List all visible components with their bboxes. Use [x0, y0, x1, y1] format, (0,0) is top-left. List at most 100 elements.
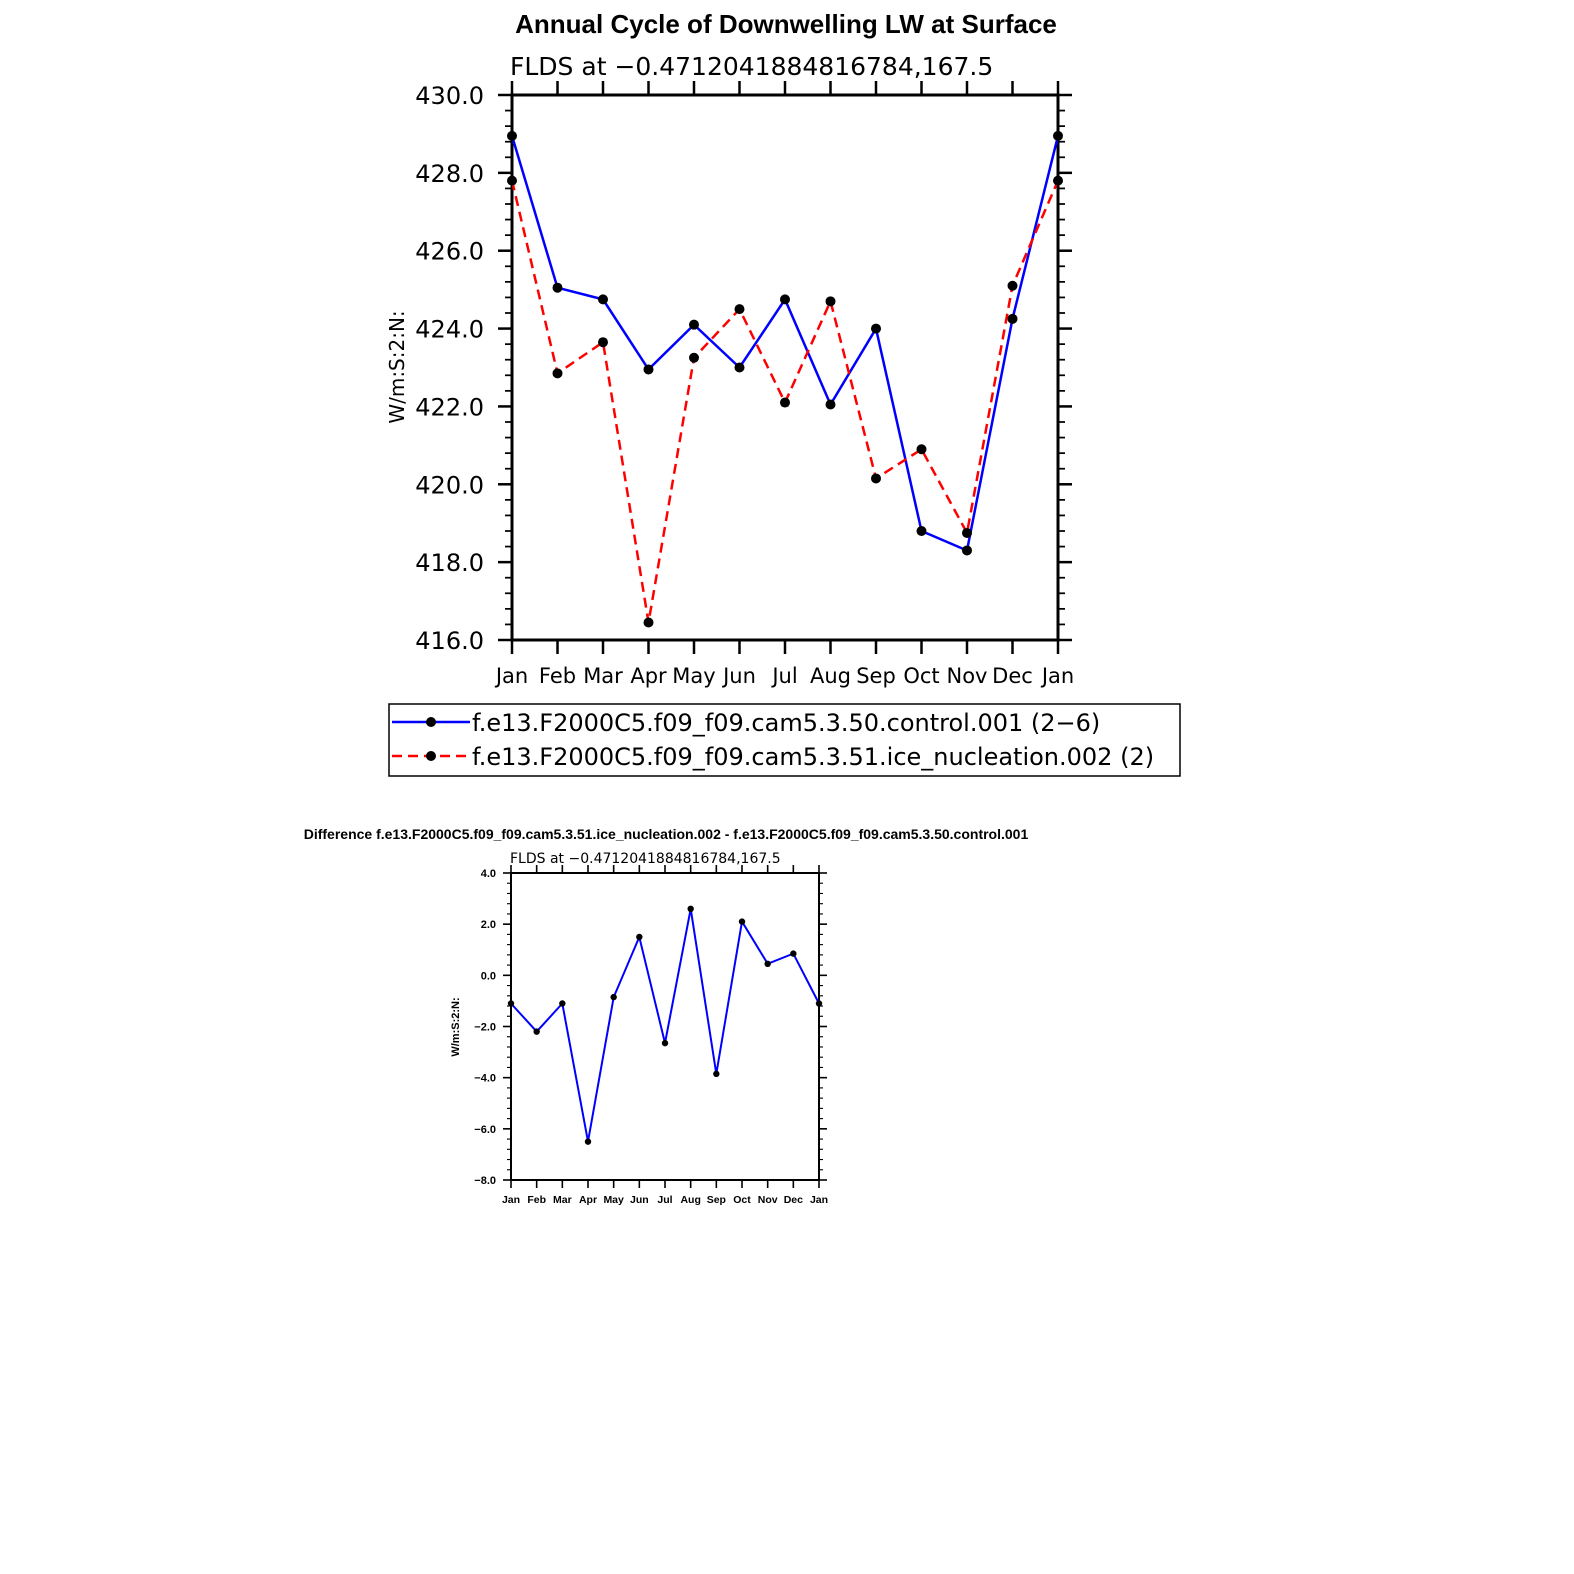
- chart2-data-point-0: [713, 1070, 720, 1078]
- chart2-series-line-0: [510, 908, 820, 1142]
- chart1-data-point-1: [871, 473, 881, 484]
- chart2-x-tick-label: Nov: [758, 1194, 778, 1206]
- chart2-data-point-0: [687, 905, 694, 913]
- chart1-ylabel: W/m:S:2:N:: [385, 310, 409, 423]
- chart2-x-tick-label: Dec: [784, 1194, 803, 1206]
- chart2-data-point-0: [764, 960, 771, 968]
- chart1-data-point-0: [916, 526, 927, 536]
- chart1-data-point-0: [962, 545, 972, 556]
- chart1-data-point-0: [552, 282, 563, 293]
- chart1-x-tick-label: Jun: [721, 664, 756, 688]
- chart1-x-tick-label: Jan: [494, 664, 528, 688]
- chart1-y-tick-label: 428.0: [415, 160, 484, 188]
- chart1-x-tick-label: Sep: [856, 664, 896, 688]
- chart2-x-tick-label: Aug: [680, 1194, 700, 1206]
- chart1-data-point-1: [689, 352, 699, 363]
- chart1-data-point-1: [1053, 175, 1063, 186]
- chart1-data-point-1: [552, 368, 563, 379]
- chart1-data-point-1: [734, 304, 745, 315]
- legend-marker-control: [426, 717, 436, 727]
- chart2-ticks: [503, 865, 827, 1188]
- chart1-data-point-0: [1007, 313, 1018, 324]
- chart2-x-tick-label: Jul: [657, 1194, 672, 1206]
- chart1-y-tick-label: 424.0: [415, 316, 484, 344]
- chart1-y-tick-labels: 416.0 418.0 420.0 422.0 424.0 426.0 428.0 430.0: [415, 82, 484, 655]
- chart2-data-point-0: [610, 993, 617, 1001]
- difference-chart: Difference f.e13.F2000C5.f09_f09.cam5.3.…: [304, 826, 1029, 1206]
- chart1-x-tick-labels: Jan Feb Mar Apr May Jun Jul Aug Sep Oct Nov Dec Jan: [494, 664, 1074, 688]
- chart2-x-tick-label: May: [603, 1194, 624, 1206]
- chart2-y-tick-label: −8.0: [474, 1175, 496, 1187]
- chart1-x-tick-label: Apr: [630, 664, 667, 688]
- chart2-x-tick-label: Apr: [579, 1194, 597, 1206]
- chart2-data-point-0: [738, 918, 746, 925]
- chart2-x-tick-label: Oct: [733, 1194, 751, 1206]
- chart2-x-tick-labels: Jan Feb Mar Apr May Jun Jul Aug Sep Oct Nov Dec Jan: [502, 1194, 828, 1206]
- chart2-y-tick-label: −2.0: [474, 1022, 496, 1034]
- chart2-data-point-0: [661, 1039, 669, 1047]
- chart2-x-tick-label: Sep: [707, 1194, 726, 1206]
- legend-label-ice-nucleation: f.e13.F2000C5.f09_f09.cam5.3.51.ice_nucl…: [472, 743, 1154, 771]
- chart1-x-tick-label: Nov: [947, 664, 988, 688]
- chart2-x-tick-label: Jun: [630, 1194, 649, 1206]
- chart1-data-point-1: [643, 617, 654, 628]
- chart2-data-point-0: [584, 1138, 592, 1145]
- chart2-y-tick-label: −6.0: [474, 1124, 496, 1136]
- chart1-x-tick-label: Feb: [539, 664, 576, 688]
- chart2-plot-frame: [510, 872, 820, 1181]
- chart1-data-point-0: [643, 364, 654, 375]
- chart2-series: [507, 905, 823, 1145]
- annual-cycle-chart: Annual Cycle of Downwelling LW at Surfac…: [385, 9, 1181, 777]
- chart1-x-tick-label: May: [672, 664, 715, 688]
- chart1-data-point-1: [780, 397, 790, 408]
- chart1-data-point-1: [825, 296, 836, 307]
- chart1-title: Annual Cycle of Downwelling LW at Surfac…: [515, 9, 1057, 39]
- chart1-data-point-0: [507, 130, 517, 141]
- chart1-legend: f.e13.F2000C5.f09_f09.cam5.3.50.control.…: [388, 703, 1181, 777]
- chart2-x-tick-label: Jan: [810, 1194, 828, 1206]
- chart2-subtitle: FLDS at −0.4712041884816784,167.5: [510, 851, 781, 867]
- chart1-x-tick-label: Jul: [770, 664, 797, 688]
- chart2-data-point-0: [790, 950, 797, 957]
- chart1-data-point-0: [734, 362, 745, 373]
- chart1-x-tick-label: Mar: [583, 664, 623, 688]
- chart1-y-tick-label: 430.0: [415, 82, 484, 110]
- chart1-y-tick-label: 416.0: [415, 627, 484, 655]
- legend-label-control: f.e13.F2000C5.f09_f09.cam5.3.50.control.…: [472, 709, 1100, 737]
- chart1-ticks: [498, 81, 1072, 654]
- chart2-data-point-0: [533, 1028, 540, 1035]
- legend-marker-ice-nucleation: [426, 751, 436, 761]
- chart1-data-point-0: [780, 294, 790, 305]
- chart1-series: [507, 130, 1063, 628]
- chart1-data-point-0: [598, 294, 608, 305]
- chart1-data-point-1: [962, 527, 972, 538]
- chart2-ylabel: W/m:S:2:N:: [450, 997, 462, 1056]
- chart1-y-tick-label: 418.0: [415, 549, 484, 577]
- chart1-x-tick-label: Dec: [992, 664, 1033, 688]
- chart1-x-tick-label: Aug: [810, 664, 851, 688]
- chart2-y-tick-label: 4.0: [481, 868, 496, 880]
- chart2-data-point-0: [815, 1000, 823, 1007]
- chart1-data-point-1: [507, 175, 517, 186]
- chart2-x-tick-label: Jan: [502, 1194, 520, 1206]
- chart1-x-tick-label: Jan: [1040, 664, 1074, 688]
- chart2-data-point-0: [636, 933, 643, 941]
- chart1-data-point-0: [689, 319, 699, 330]
- chart1-y-tick-label: 422.0: [415, 393, 484, 421]
- chart2-x-tick-label: Mar: [553, 1194, 572, 1206]
- chart2-x-tick-label: Feb: [527, 1194, 546, 1206]
- legend-frame: [388, 703, 1181, 777]
- chart1-data-point-1: [1007, 280, 1018, 291]
- chart2-y-tick-label: 0.0: [481, 970, 496, 982]
- chart2-title: Difference f.e13.F2000C5.f09_f09.cam5.3.…: [304, 826, 1029, 842]
- chart2-y-tick-label: −4.0: [474, 1073, 496, 1085]
- chart1-data-point-1: [598, 337, 608, 348]
- chart1-y-tick-label: 426.0: [415, 238, 484, 266]
- chart1-data-point-0: [871, 323, 881, 334]
- chart1-x-tick-label: Oct: [903, 664, 939, 688]
- chart2-data-point-0: [559, 1000, 566, 1007]
- chart2-y-tick-labels: −8.0 −6.0 −4.0 −2.0 0.0 2.0 4.0: [474, 868, 496, 1187]
- chart1-data-point-1: [916, 444, 927, 455]
- chart2-y-tick-label: 2.0: [481, 919, 496, 931]
